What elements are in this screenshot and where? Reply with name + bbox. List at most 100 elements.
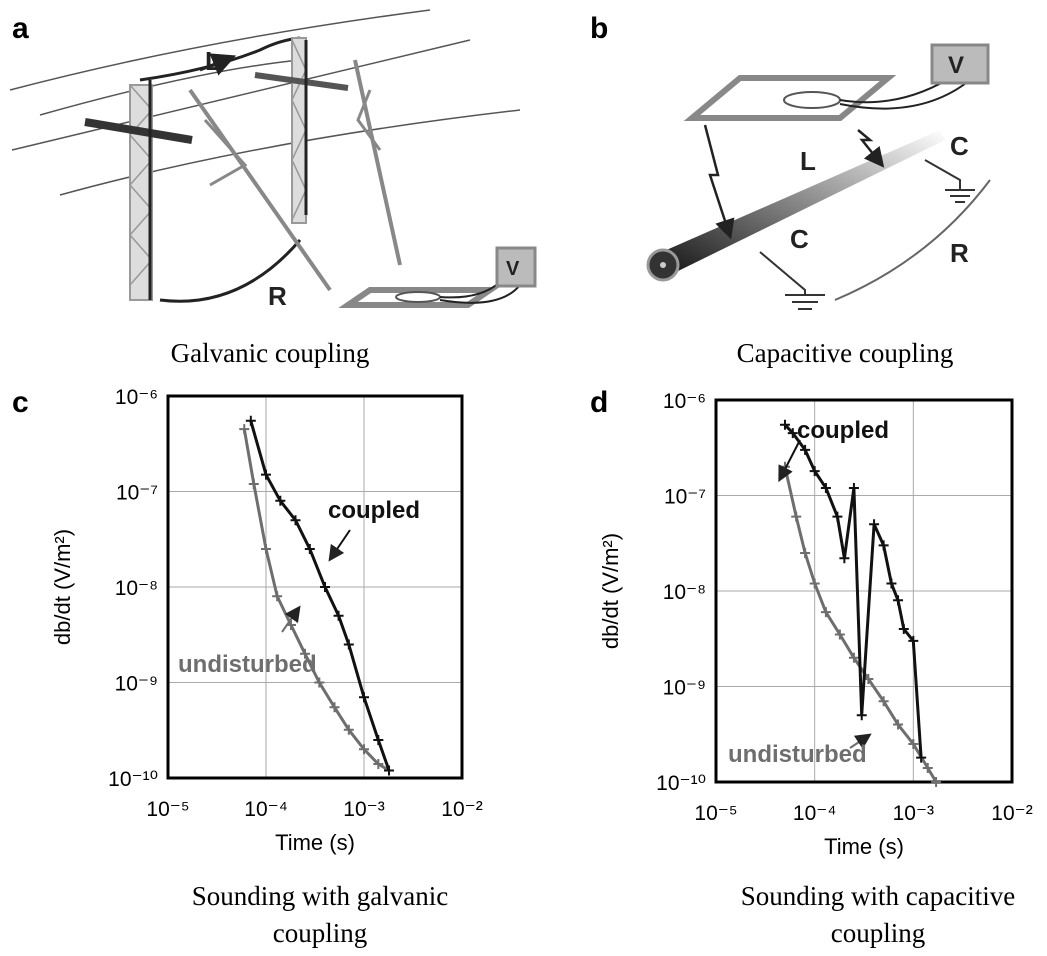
point-marker [848,652,859,663]
point-marker [878,696,889,707]
point-marker [856,710,867,721]
point-marker [261,469,271,480]
y-axis-label: db/dt (V/m²) [50,529,75,645]
point-marker [373,734,384,745]
return-label: R [268,281,287,311]
x-tick-label: 10⁻² [991,802,1032,825]
point-marker [809,466,820,477]
point-marker [320,582,331,592]
point-marker [290,515,301,526]
point-marker [893,595,904,606]
y-tick-label: 10⁻⁶ [663,390,706,413]
panel-caption: Sounding with capacitive [741,881,1015,911]
point-marker [832,511,843,522]
x-axis-label: Time (s) [824,834,904,859]
plot-frame [166,394,464,780]
meter-label: V [506,258,520,280]
annotation-arrow [778,439,801,483]
panel-caption: Galvanic coupling [171,338,370,368]
x-tick-label: 10⁻³ [343,798,384,821]
point-marker [898,624,909,635]
y-tick-label: 10⁻⁶ [115,386,158,409]
capacitive-diagram [646,43,991,310]
point-marker [359,744,369,755]
panel-letter: b [590,12,608,45]
series-line [242,428,390,772]
point-marker [893,719,904,730]
point-marker [820,607,831,618]
point-marker [908,738,919,749]
point-marker [359,692,369,703]
point-marker [922,763,933,774]
x-tick-label: 10⁻³ [893,802,934,825]
point-marker [800,547,811,558]
series-line [249,420,391,771]
point-marker [779,419,790,430]
panel-caption: coupling [831,918,926,948]
point-marker [272,591,283,602]
point-marker [329,702,340,713]
annotation-arrow [328,529,351,562]
point-marker [261,543,271,554]
point-marker [384,765,395,776]
y-tick-label: 10⁻¹⁰ [656,772,706,795]
series-label: coupled [328,497,420,524]
y-tick-label: 10⁻⁷ [116,482,158,505]
point-marker [878,540,889,551]
y-axis-label: db/dt (V/m²) [598,533,623,649]
point-marker [304,543,315,554]
annotation-arrow [281,605,301,633]
y-tick-label: 10⁻⁹ [115,673,158,696]
point-marker [800,444,811,455]
point-marker [373,759,384,770]
meter-label: V [948,52,964,79]
point-marker [791,511,802,522]
point-marker [333,610,344,621]
point-marker [239,424,250,435]
point-marker [245,415,256,426]
point-marker [848,482,859,493]
point-marker [299,648,310,659]
x-tick-label: 10⁻⁴ [793,802,836,825]
point-marker [343,724,354,735]
x-tick-label: 10⁻⁵ [694,802,737,825]
point-marker [931,777,942,787]
plot-frame [714,398,1014,784]
point-marker [839,553,850,564]
line-label: L [205,46,221,76]
x-axis-label: Time (s) [275,830,355,855]
point-marker [886,578,897,589]
y-tick-label: 10⁻⁹ [663,677,706,700]
return-label: R [950,238,969,268]
point-marker [248,478,259,489]
y-tick-label: 10⁻⁸ [115,577,158,600]
series-label: undisturbed [178,651,317,678]
point-marker [820,482,831,493]
point-marker [343,639,354,650]
point-marker [275,495,286,506]
point-marker [314,677,325,688]
panel-caption: Sounding with galvanic [192,881,448,911]
panel-letter: d [590,386,608,419]
x-tick-label: 10⁻⁵ [146,798,189,821]
point-marker [908,635,919,646]
point-marker [809,578,820,589]
point-marker [916,752,927,763]
panel-letter: c [12,386,29,419]
point-marker [869,519,880,530]
galvanic-diagram [9,9,537,308]
series-label: coupled [797,417,889,444]
panel-caption: coupling [273,918,368,948]
panel-caption: Capacitive coupling [737,338,954,368]
point-marker [834,629,845,640]
capacitor-label: C [790,224,809,254]
x-tick-label: 10⁻⁴ [244,798,287,821]
line-label: L [800,146,816,176]
panel-letter: a [12,12,29,45]
y-tick-label: 10⁻⁷ [664,486,706,509]
x-tick-label: 10⁻² [441,798,482,821]
series-line [783,423,923,758]
series-label: undisturbed [728,741,867,768]
point-marker [787,428,798,439]
